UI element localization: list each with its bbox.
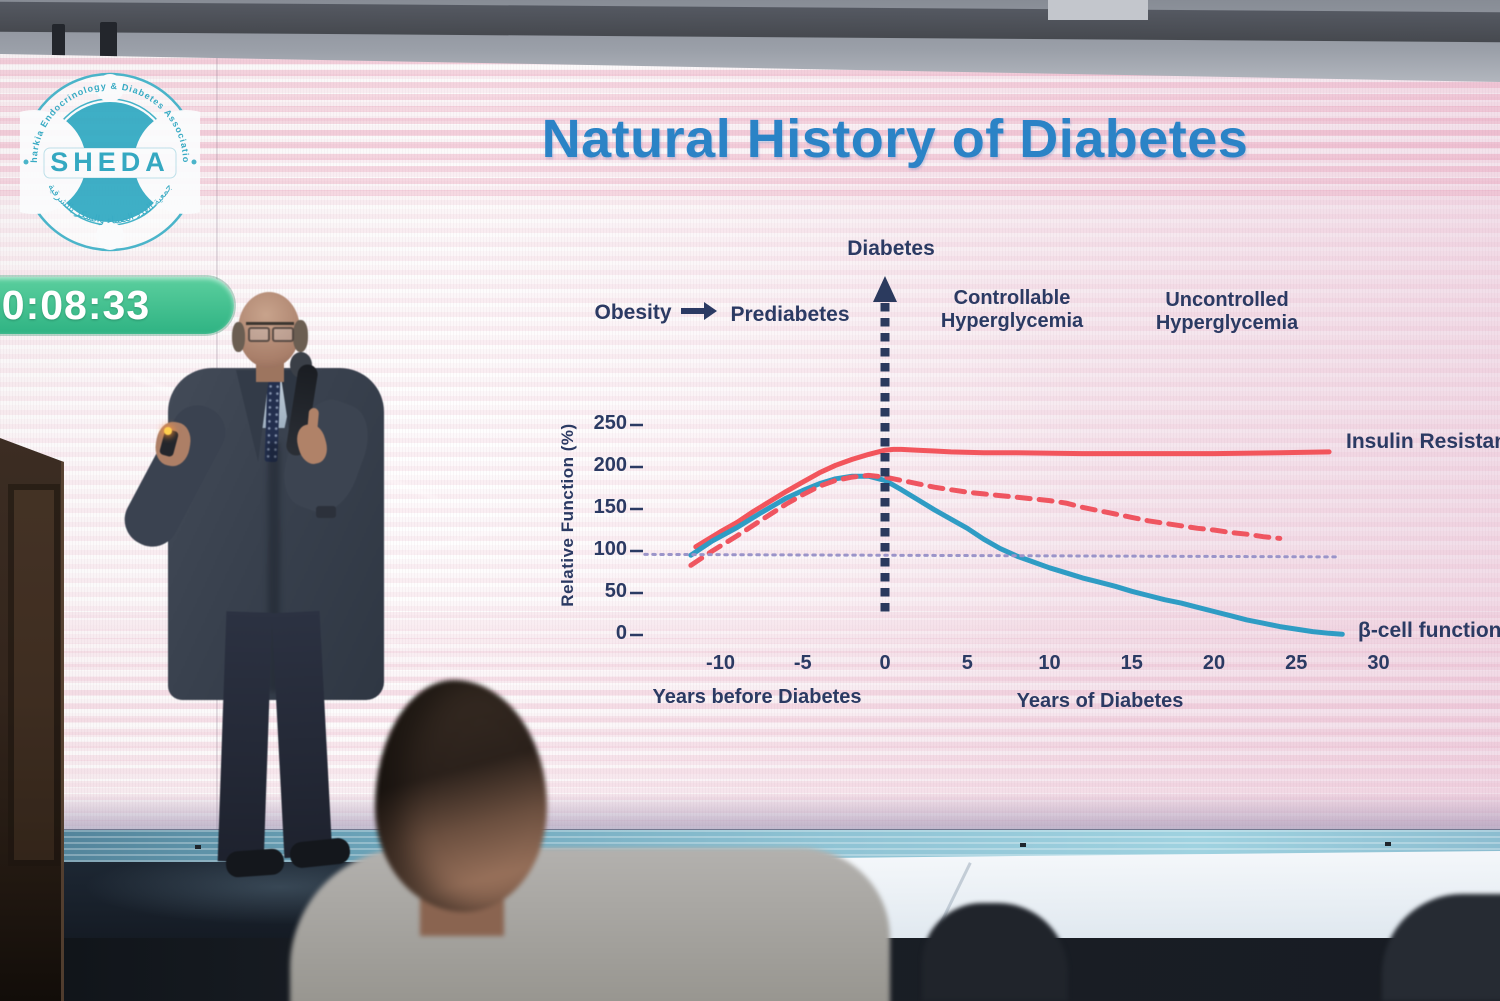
slide-title: Natural History of Diabetes [541,109,1249,169]
presenter [115,282,410,902]
x-tick-label: 10 [1038,652,1061,674]
timer-value: 00:08:33 [0,282,151,328]
logo-name-band [43,147,177,179]
y-tick-label: 100 [593,538,627,560]
wrist-watch [316,506,336,518]
wood-panel-inset [8,484,60,866]
obesity-stage-label: Obesity [594,301,672,324]
x-tick-label: 25 [1285,652,1308,674]
presenter-hair [232,322,245,352]
y-tick-label: 250 [593,412,627,434]
insulin-resistance-series-label: Insulin Resistance [1346,430,1500,453]
logo-side-dot [191,159,197,165]
x-axis-caption-before: Years before Diabetes [652,686,862,708]
diabetes-stage-label: Diabetes [847,237,935,260]
logo-emblem-cutout [96,222,124,250]
uncontrolled-hyperglycemia-label: Uncontrolled Hyperglycemia [1155,289,1299,334]
sheda-logo-graphic: SHEDA Sharkia Endocrinology & Diabetes A… [0,64,238,252]
chart-series-dashed [688,472,1283,568]
wooden-podium-panel [0,438,64,1001]
y-tick-label: 150 [593,496,627,518]
ceiling-vent [1048,0,1148,20]
glasses-lens [272,327,294,342]
presenter-hair [293,320,308,352]
audience-member-foreground [270,676,910,1001]
x-tick-label: 0 [879,652,891,674]
y-tick-label: 50 [604,580,627,602]
audience-head-silhouette [922,903,1068,1001]
x-tick-label: 15 [1120,652,1143,674]
x-tick-label: 30 [1367,652,1390,674]
controllable-hyperglycemia-label: Controllable Hyperglycemia [940,287,1084,332]
ceiling-beam [0,1,1500,43]
logo-emblem-cutout [96,74,124,102]
presentation-timer: 00:08:33 [0,277,234,334]
beta-cell-function-series-label: β-cell function [1358,619,1500,642]
y-axis-title: Relative Function (%) [558,423,577,607]
y-tick-label: 200 [593,454,627,476]
y-tick-label: 0 [615,622,627,644]
chart-canvas [630,276,1345,637]
audience-head [375,680,547,912]
chart-series-dotted [643,552,1341,559]
logo-side-dot [23,159,29,165]
screen-mount-bracket [100,22,117,62]
prediabetes-stage-label: Prediabetes [730,303,850,326]
wood-panel-edge [61,438,64,1001]
x-axis-caption-of: Years of Diabetes [1016,690,1184,712]
chart-series-Insulin Resistance [693,446,1332,550]
screen-mount-bracket [52,24,65,58]
logo-emblem-cutout [0,110,86,214]
glasses-lens [248,327,270,342]
x-tick-label: -10 [706,652,735,674]
presenter-left-leg [217,611,273,863]
presenter-glasses [246,322,294,342]
stage-speck [195,845,201,849]
x-tick-label: -5 [793,652,812,674]
up-arrow-icon [873,276,897,302]
sheda-association-logo: SHEDA Sharkia Endocrinology & Diabetes A… [0,64,238,252]
x-tick-label: 20 [1202,652,1226,674]
logo-acronym: SHEDA [50,147,170,177]
audience-jacket [290,848,890,1001]
right-arrow-icon [681,302,717,320]
clicker-light [164,427,172,435]
natural-history-chart: Relative Function (%) 250 200 150 100 50 0 -1… [540,220,1500,735]
x-tick-label: 5 [961,652,973,674]
